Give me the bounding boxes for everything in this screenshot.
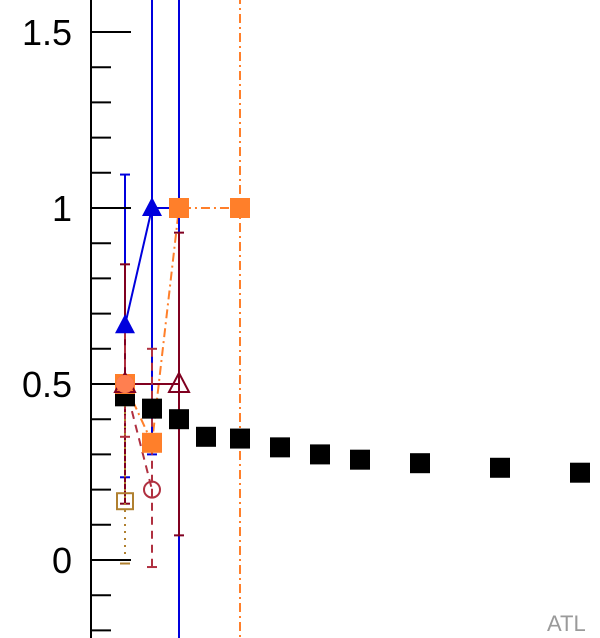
square-marker [230, 428, 250, 449]
square-marker [196, 426, 216, 447]
triangle-marker [142, 197, 162, 216]
square-marker [169, 198, 189, 218]
y-axis: 0 0.5 1 1.5 [22, 0, 131, 638]
square-marker [142, 432, 162, 453]
y-tick-label: 1 [52, 188, 72, 229]
square-marker [270, 437, 290, 458]
square-marker [410, 453, 430, 474]
open-circle-marker [143, 480, 161, 499]
square-marker [142, 398, 162, 419]
open-square-marker [116, 492, 134, 511]
y-tick-label: 1.5 [22, 12, 72, 53]
square-marker [169, 409, 189, 430]
error-bars [120, 0, 241, 638]
series-line [124, 207, 240, 447]
square-marker [490, 457, 510, 478]
y-tick-label: 0.5 [22, 364, 72, 405]
data-markers [113, 197, 590, 511]
y-tick-label: 0 [52, 540, 72, 581]
square-marker [310, 444, 330, 465]
watermark-text: ATL [547, 611, 586, 636]
open-triangle-marker [167, 370, 191, 393]
square-marker [230, 198, 250, 218]
triangle-marker [115, 314, 135, 334]
circle-marker [116, 375, 134, 393]
square-marker [350, 449, 370, 470]
square-marker [570, 462, 590, 483]
